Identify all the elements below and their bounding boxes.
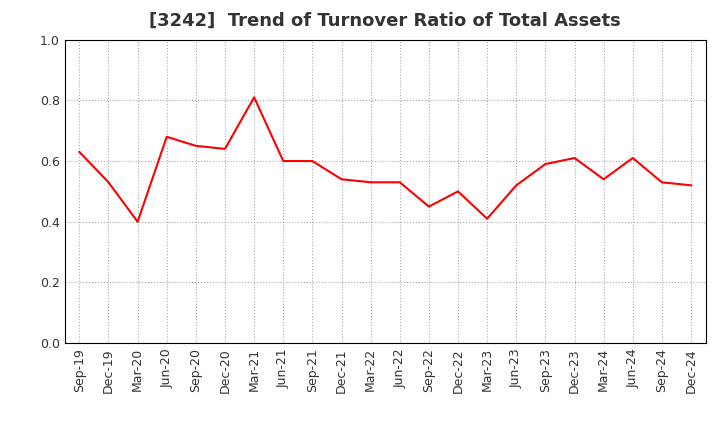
- Title: [3242]  Trend of Turnover Ratio of Total Assets: [3242] Trend of Turnover Ratio of Total …: [149, 12, 621, 30]
